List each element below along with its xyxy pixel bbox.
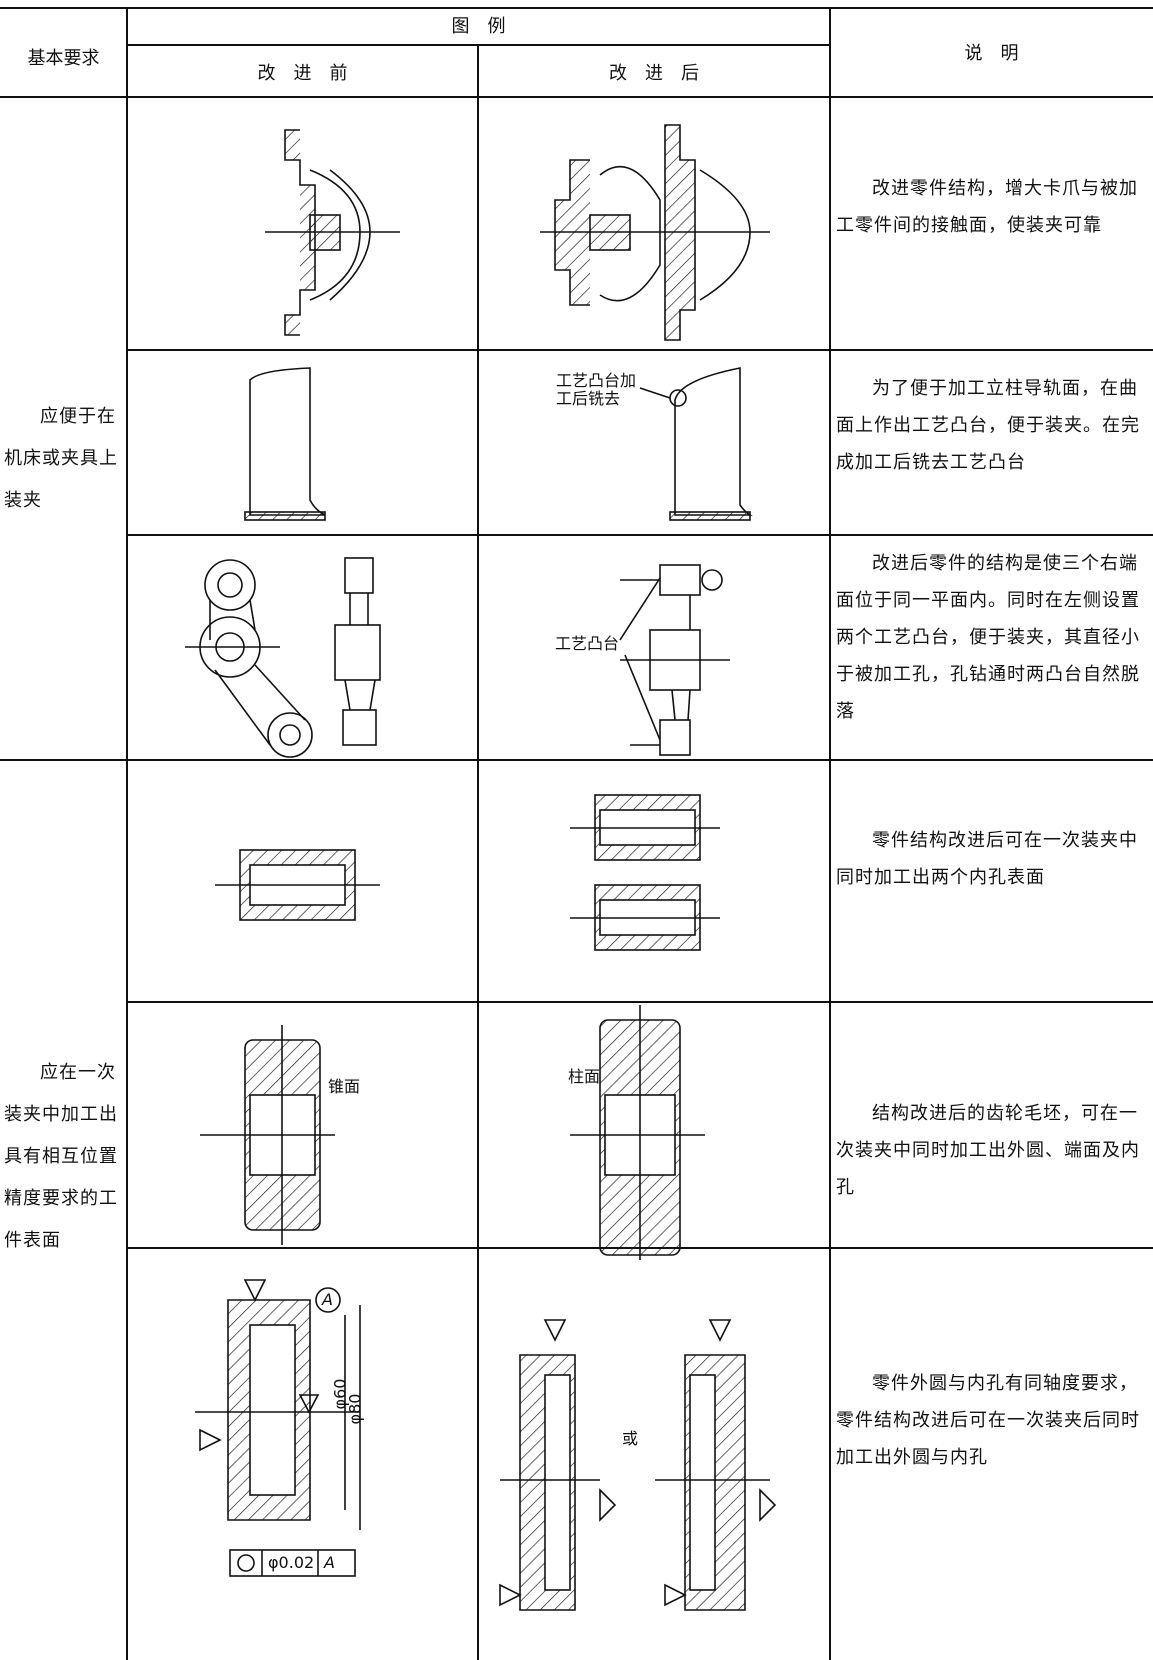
header-cell: 改 进 后 — [609, 63, 699, 84]
header-cell: 改 进 前 — [257, 63, 348, 84]
figure-label: 工艺凸台加工后铣去 — [556, 371, 637, 408]
note: 结构改进后的齿轮毛坯，可在一次装夹中同时加工出外圆、端面及内孔 — [836, 1103, 1140, 1198]
figures — [185, 124, 777, 1611]
requirement: 应在一次装夹中加工出具有相互位置精度要求的工件表面 — [4, 1062, 118, 1251]
note: 零件结构改进后可在一次装夹中同时加工出两个内孔表面 — [836, 830, 1138, 888]
figure-label: 柱面 — [568, 1067, 601, 1086]
figure-label: 或 — [622, 1429, 639, 1448]
figure-label: A — [324, 1553, 335, 1572]
note: 零件外圆与内孔有同轴度要求，零件结构改进后可在一次装夹后同时加工出外圆与内孔 — [836, 1373, 1140, 1468]
figure-label: 工艺凸台 — [555, 634, 620, 653]
figure-label: φ0.02 — [268, 1553, 315, 1572]
header-cell: 图 例 — [451, 16, 506, 37]
note: 改进零件结构，增大卡爪与被加工零件间的接触面，使装夹可靠 — [836, 178, 1138, 236]
header-cell: 基本要求 — [27, 48, 100, 69]
figure-label: 锥面 — [328, 1077, 361, 1096]
note: 为了便于加工立柱导轨面，在曲面上作出工艺凸台，便于装夹。在完成加工后铣去工艺凸台 — [836, 378, 1140, 473]
header-cell: 说 明 — [964, 43, 1019, 64]
note: 改进后零件的结构是使三个右端面位于同一平面内。同时在左侧设置两个工艺凸台，便于装… — [836, 553, 1140, 722]
grid — [0, 7, 1153, 1660]
requirement: 应便于在机床或夹具上装夹 — [4, 406, 118, 511]
figure-label: A — [322, 1290, 333, 1309]
figure-label: φ80 — [345, 1393, 365, 1425]
